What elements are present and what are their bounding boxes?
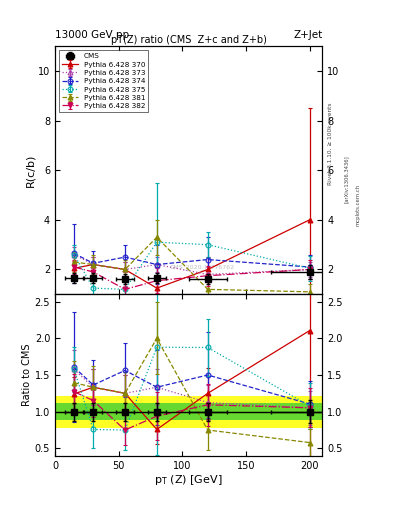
Text: [arXiv:1306.3436]: [arXiv:1306.3436]: [344, 155, 349, 203]
Text: Rivet 3.1.10, ≥ 100k events: Rivet 3.1.10, ≥ 100k events: [328, 102, 333, 185]
X-axis label: p$_\mathrm{T}$ (Z) [GeV]: p$_\mathrm{T}$ (Z) [GeV]: [154, 473, 223, 487]
Title: pT(Z) ratio (CMS  Z+c and Z+b): pT(Z) ratio (CMS Z+c and Z+b): [111, 35, 266, 45]
Text: Z+Jet: Z+Jet: [293, 30, 322, 40]
Text: 13000 GeV pp: 13000 GeV pp: [55, 30, 129, 40]
Legend: CMS, Pythia 6.428 370, Pythia 6.428 373, Pythia 6.428 374, Pythia 6.428 375, Pyt: CMS, Pythia 6.428 370, Pythia 6.428 373,…: [59, 50, 148, 112]
Text: CMS_2020_I1776762: CMS_2020_I1776762: [169, 264, 235, 270]
Y-axis label: R(c/b): R(c/b): [25, 154, 35, 187]
Text: mcplots.cern.ch: mcplots.cern.ch: [356, 184, 361, 226]
Y-axis label: Ratio to CMS: Ratio to CMS: [22, 344, 32, 406]
